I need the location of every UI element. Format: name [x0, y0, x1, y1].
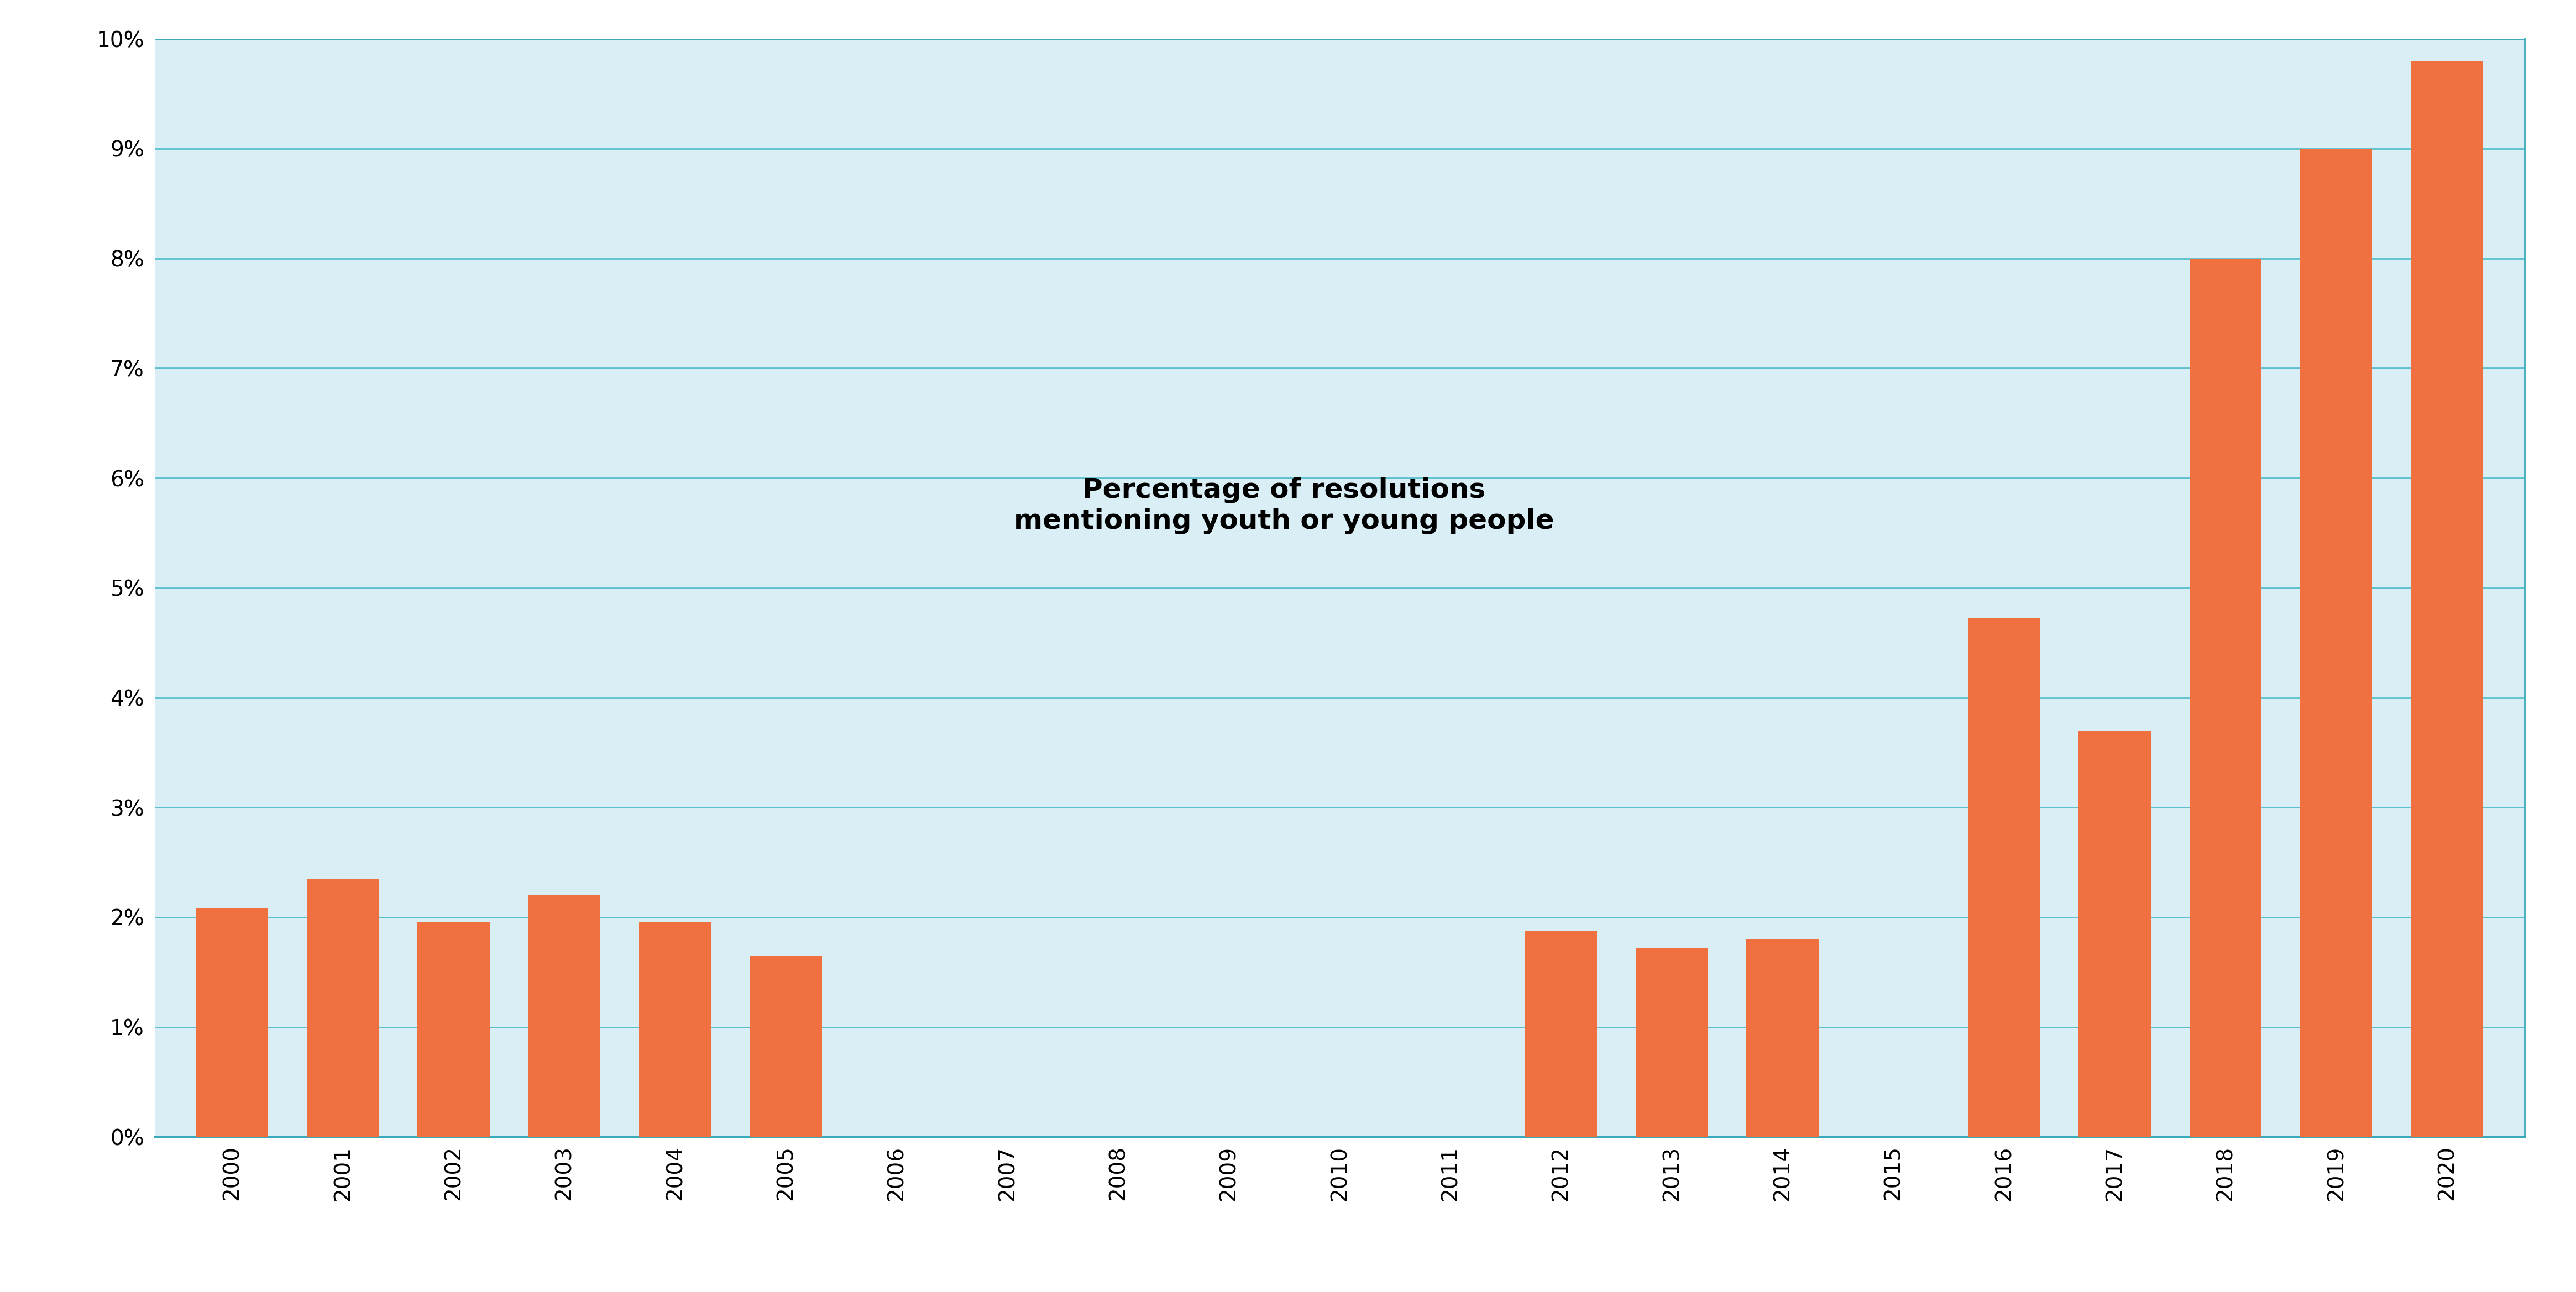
- Bar: [2079, 731, 2151, 1137]
- Bar: [196, 908, 268, 1137]
- Bar: [2190, 258, 2262, 1137]
- Bar: [639, 921, 711, 1137]
- Bar: [528, 895, 600, 1137]
- Bar: [307, 879, 379, 1137]
- Bar: [750, 956, 822, 1137]
- Text: Percentage of resolutions
mentioning youth or young people: Percentage of resolutions mentioning you…: [1015, 477, 1553, 534]
- Bar: [1636, 948, 1708, 1137]
- Bar: [2411, 61, 2483, 1137]
- Bar: [1525, 930, 1597, 1137]
- Bar: [2300, 149, 2372, 1137]
- Bar: [1968, 619, 2040, 1137]
- Bar: [1747, 939, 1819, 1137]
- Bar: [417, 921, 489, 1137]
